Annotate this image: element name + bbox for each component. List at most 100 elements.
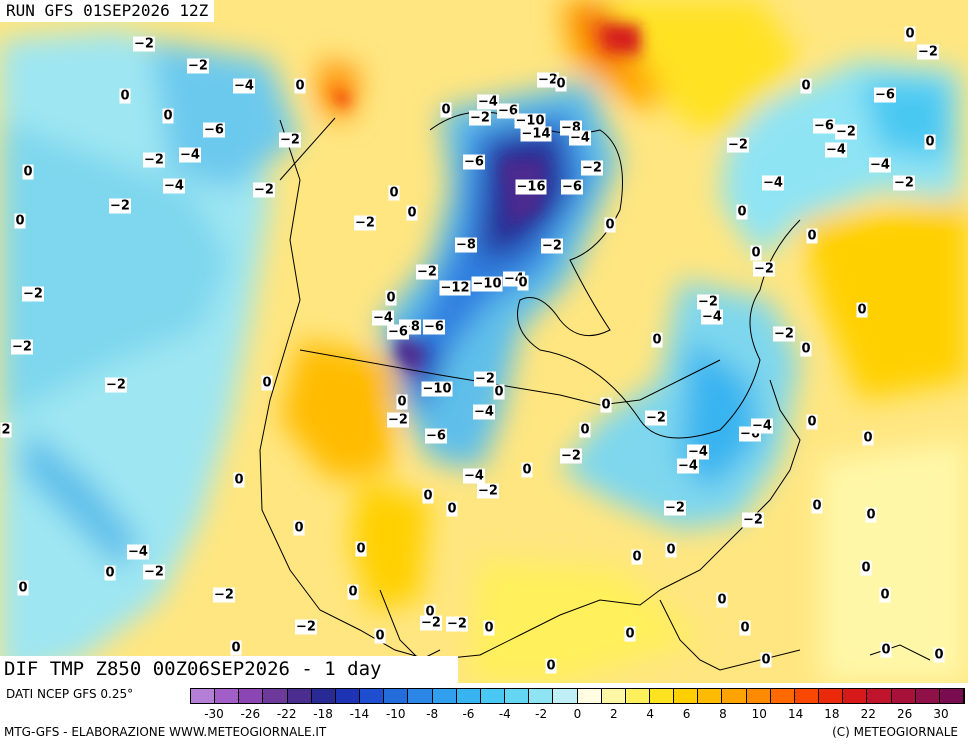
contour-label-bg — [760, 652, 772, 668]
contour-label-bg — [17, 580, 29, 596]
contour-label-bg — [736, 204, 748, 220]
contour-label: 0 — [601, 398, 610, 413]
legend-footer: DATI NCEP GFS 0.25° -30 -26 -22 -18 -14 -10 -8… — [0, 683, 968, 745]
contour-label: 0 — [857, 303, 866, 318]
contour-label: −2 — [355, 216, 375, 231]
contour-label-bg — [133, 36, 155, 52]
contour-label-bg — [569, 130, 591, 146]
scale-swatch — [722, 689, 747, 703]
scale-swatch — [915, 689, 940, 703]
contour-label-bg — [104, 565, 116, 581]
contour-label-bg — [677, 458, 699, 474]
contour-label-bg — [560, 448, 582, 464]
contour-label: −2 — [754, 262, 774, 277]
scale-swatch — [480, 689, 506, 703]
contour-label: −2 — [296, 620, 316, 635]
contour-label: −12 — [441, 281, 470, 296]
contour-label: −4 — [164, 179, 184, 194]
contour-label-bg — [600, 397, 612, 413]
scale-tick-label: 0 — [573, 707, 582, 721]
contour-label-bg — [521, 462, 533, 478]
contour-label-bg — [11, 339, 33, 355]
contour-label-bg — [865, 507, 877, 523]
contour-label: −6 — [562, 180, 582, 195]
contour-label-bg — [751, 418, 773, 434]
contour-label-bg — [545, 658, 557, 674]
scale-tick-label: 8 — [719, 707, 727, 721]
contour-label: 0 — [389, 186, 398, 201]
contour-label: 0 — [807, 229, 816, 244]
scale-tick-label: 22 — [860, 707, 876, 721]
color-scale-labels: -30 -26 -22 -18 -14 -10 -8 -6 -4 -2 0 2 4 6 8 10 14 18 22 2… — [190, 707, 965, 721]
contour-label: 0 — [861, 561, 870, 576]
scale-swatch — [191, 689, 216, 703]
contour-label: −2 — [144, 153, 164, 168]
contour-label: 0 — [407, 206, 416, 221]
contour-label: 0 — [18, 581, 27, 596]
contour-label-bg — [233, 472, 245, 488]
contour-label: 0 — [807, 415, 816, 430]
contour-label-bg — [561, 179, 583, 195]
contour-label: 0 — [386, 291, 395, 306]
contour-label: −2 — [665, 501, 685, 516]
contour-label: 0 — [105, 566, 114, 581]
contour-label-bg — [541, 238, 563, 254]
contour-label-bg — [537, 72, 559, 88]
contour-label-bg — [515, 179, 547, 195]
contour-label-bg — [811, 498, 823, 514]
contour-label-bg — [631, 549, 643, 565]
scale-swatch — [432, 689, 457, 703]
contour-label: −2 — [743, 513, 763, 528]
contour-label-bg — [347, 584, 359, 600]
contour-label-bg — [463, 468, 485, 484]
scale-swatch — [553, 689, 578, 703]
contour-label: 0 — [441, 103, 450, 118]
contour-label-bg — [924, 134, 936, 150]
contour-label-bg — [387, 412, 409, 428]
contour-label-bg — [762, 175, 784, 191]
contour-label-bg — [354, 215, 376, 231]
scale-tick-label: -2 — [535, 707, 548, 721]
contour-label: −6 — [875, 88, 895, 103]
contour-label: −2 — [475, 372, 495, 387]
contour-label-bg — [469, 110, 491, 126]
contour-label-bg — [416, 264, 438, 280]
contour-label-bg — [372, 310, 394, 326]
contour-label: −6 — [464, 155, 484, 170]
data-source-label: DATI NCEP GFS 0.25° — [6, 687, 134, 701]
contour-label: −10 — [423, 382, 452, 397]
contour-label: −6 — [424, 320, 444, 335]
contour-label-bg — [422, 488, 434, 504]
scale-swatch — [287, 689, 312, 703]
contour-label: 0 — [632, 550, 641, 565]
contour-label: −4 — [763, 176, 783, 191]
contour-label: −2 — [918, 45, 938, 60]
contour-label-bg — [860, 560, 872, 576]
contour-label-bg — [127, 544, 149, 560]
scale-tick-label: 26 — [897, 707, 913, 721]
contour-label-bg — [14, 213, 26, 229]
contour-label: −2 — [542, 239, 562, 254]
contour-label-bg — [295, 619, 317, 635]
contour-label-bg — [162, 108, 174, 124]
contour-label-bg — [520, 126, 552, 142]
color-scale — [190, 688, 965, 704]
contour-label: −4 — [128, 545, 148, 560]
contour-label: −2 — [214, 588, 234, 603]
contour-label: 0 — [625, 627, 634, 642]
scale-swatch — [698, 689, 723, 703]
scale-swatch — [770, 689, 795, 703]
contour-label-bg — [463, 154, 485, 170]
contour-label-bg — [880, 642, 892, 658]
scale-tick-label: 6 — [682, 707, 691, 721]
contour-label-bg — [420, 615, 442, 631]
contour-label: −2 — [417, 265, 437, 280]
contour-label-bg — [664, 500, 686, 516]
contour-label: 0 — [801, 342, 810, 357]
contour-label: 0 — [295, 79, 304, 94]
contour-label-bg — [261, 375, 273, 391]
contour-label-bg — [477, 94, 499, 110]
contour-label-bg — [294, 78, 306, 94]
contour-label-bg — [806, 228, 818, 244]
contour-label-bg — [773, 326, 795, 342]
